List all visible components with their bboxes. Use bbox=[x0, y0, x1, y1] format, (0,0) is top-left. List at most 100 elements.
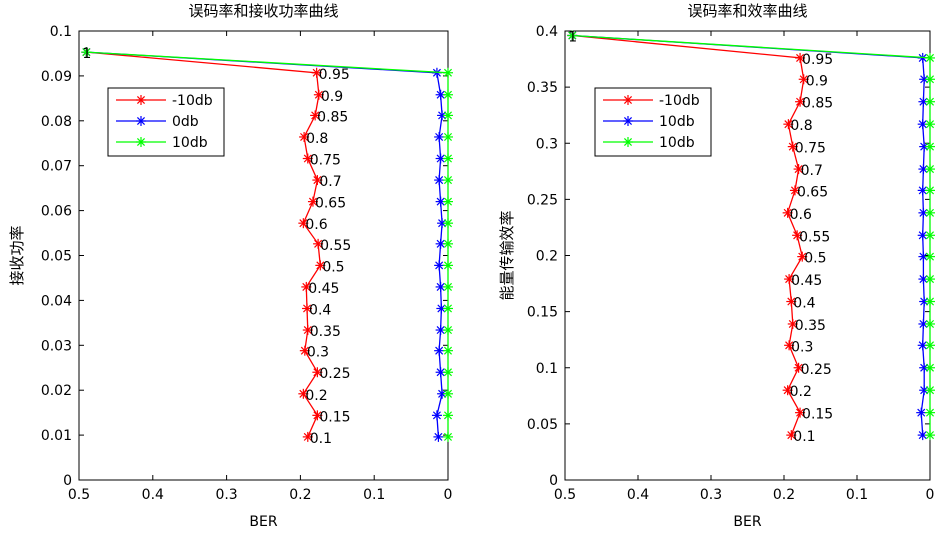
data-point bbox=[925, 407, 935, 418]
point-label: 0.25 bbox=[319, 366, 350, 382]
legend-entry: -10db bbox=[116, 93, 213, 109]
data-point bbox=[312, 367, 323, 378]
data-point bbox=[443, 153, 453, 164]
data-point bbox=[301, 281, 312, 292]
legend-swatch-marker bbox=[623, 116, 633, 126]
data-point bbox=[919, 362, 930, 373]
data-point bbox=[787, 141, 798, 152]
data-point bbox=[925, 430, 935, 441]
data-point bbox=[784, 274, 795, 285]
data-point bbox=[782, 207, 793, 218]
data-point bbox=[925, 340, 935, 351]
data-point bbox=[435, 89, 446, 100]
data-point bbox=[431, 410, 442, 421]
x-tick-label: 0.5 bbox=[554, 487, 576, 503]
point-label: 0.5 bbox=[804, 251, 826, 267]
data-point bbox=[925, 318, 935, 329]
data-point bbox=[311, 67, 322, 78]
y-tick-label: 0.3 bbox=[536, 136, 558, 152]
data-point bbox=[925, 96, 935, 107]
legend-entry: 10db bbox=[116, 135, 208, 151]
data-point bbox=[925, 230, 935, 241]
legend-swatch-marker bbox=[136, 116, 146, 126]
point-label: 0.65 bbox=[797, 184, 828, 200]
y-tick-label: 0.2 bbox=[536, 249, 558, 265]
legend-entry: 10db bbox=[603, 135, 695, 151]
x-tick-label: 0.3 bbox=[215, 487, 237, 503]
data-point bbox=[925, 119, 935, 130]
data-point bbox=[434, 131, 445, 142]
data-point bbox=[925, 185, 935, 196]
point-label: 0.85 bbox=[802, 96, 833, 112]
y-tick-label: 0.09 bbox=[41, 69, 72, 85]
data-point bbox=[443, 345, 453, 356]
data-point bbox=[298, 218, 309, 229]
legend-label: 10db bbox=[172, 135, 208, 151]
data-point bbox=[443, 367, 453, 378]
data-point bbox=[443, 218, 453, 229]
y-tick-label: 0.04 bbox=[41, 293, 72, 309]
data-point bbox=[795, 52, 806, 63]
data-point bbox=[443, 238, 453, 249]
data-point bbox=[434, 175, 445, 186]
y-tick-label: 0.05 bbox=[527, 417, 558, 433]
data-point bbox=[302, 431, 313, 442]
point-label: 0.4 bbox=[309, 302, 331, 318]
point-label: 0.45 bbox=[308, 281, 339, 297]
legend-entry: 0db bbox=[116, 114, 199, 130]
point-label: 0.85 bbox=[317, 109, 348, 125]
point-label: 0.2 bbox=[790, 384, 812, 400]
data-point bbox=[302, 153, 313, 164]
y-axis-label: 接收功率 bbox=[8, 225, 26, 285]
data-point bbox=[793, 164, 804, 175]
x-tick-label: 0.4 bbox=[627, 487, 649, 503]
y-tick-label: 0 bbox=[549, 473, 558, 489]
legend-label: 0db bbox=[172, 114, 199, 130]
y-tick-label: 0.35 bbox=[527, 80, 558, 96]
data-point bbox=[437, 388, 448, 399]
point-label: 0.2 bbox=[305, 388, 327, 404]
point-label: 0.9 bbox=[806, 73, 828, 89]
point-label: 0.1 bbox=[310, 431, 332, 447]
data-point bbox=[787, 318, 798, 329]
legend-label: -10db bbox=[172, 93, 213, 109]
series-10db-2 bbox=[81, 47, 453, 442]
legend-box bbox=[107, 87, 225, 157]
series-10db-2 bbox=[567, 30, 935, 441]
x-tick-label: 0.1 bbox=[363, 487, 385, 503]
point-label: 0.95 bbox=[319, 67, 350, 83]
legend: -10db 10db 10db bbox=[594, 87, 712, 157]
x-tick-label: 0.1 bbox=[846, 487, 868, 503]
data-point bbox=[797, 251, 808, 262]
point-label: 0.3 bbox=[791, 339, 813, 355]
data-point bbox=[299, 345, 310, 356]
data-point bbox=[315, 260, 326, 271]
point-label: 0.15 bbox=[802, 407, 833, 423]
data-point bbox=[925, 52, 935, 63]
data-point bbox=[81, 47, 92, 58]
y-tick-label: 0.08 bbox=[41, 114, 72, 130]
data-point bbox=[443, 303, 453, 314]
data-point bbox=[925, 207, 935, 218]
point-label: 0.65 bbox=[315, 196, 346, 212]
data-point bbox=[443, 281, 453, 292]
point-label: 0.5 bbox=[322, 259, 344, 275]
data-point bbox=[443, 325, 453, 336]
data-point bbox=[789, 185, 800, 196]
chart-panel-2: 误码率和效率曲线 0.5 0.4 0.3 0.2 0.1 0 0 0.05 0.1 0.15 0.2 0… bbox=[498, 2, 935, 530]
x-axis-label: BER bbox=[733, 514, 761, 530]
y-tick-label: 0 bbox=[63, 473, 72, 489]
data-point bbox=[312, 410, 323, 421]
data-point bbox=[433, 431, 444, 442]
data-point bbox=[443, 67, 453, 78]
point-label: 0.25 bbox=[801, 362, 832, 378]
point-label: 0.15 bbox=[319, 409, 350, 425]
data-point bbox=[786, 296, 797, 307]
x-tick-label: 0.3 bbox=[700, 487, 722, 503]
point-label: 0.45 bbox=[791, 273, 822, 289]
data-point bbox=[925, 74, 935, 85]
data-point bbox=[795, 96, 806, 107]
data-point bbox=[795, 407, 806, 418]
data-point bbox=[925, 362, 935, 373]
